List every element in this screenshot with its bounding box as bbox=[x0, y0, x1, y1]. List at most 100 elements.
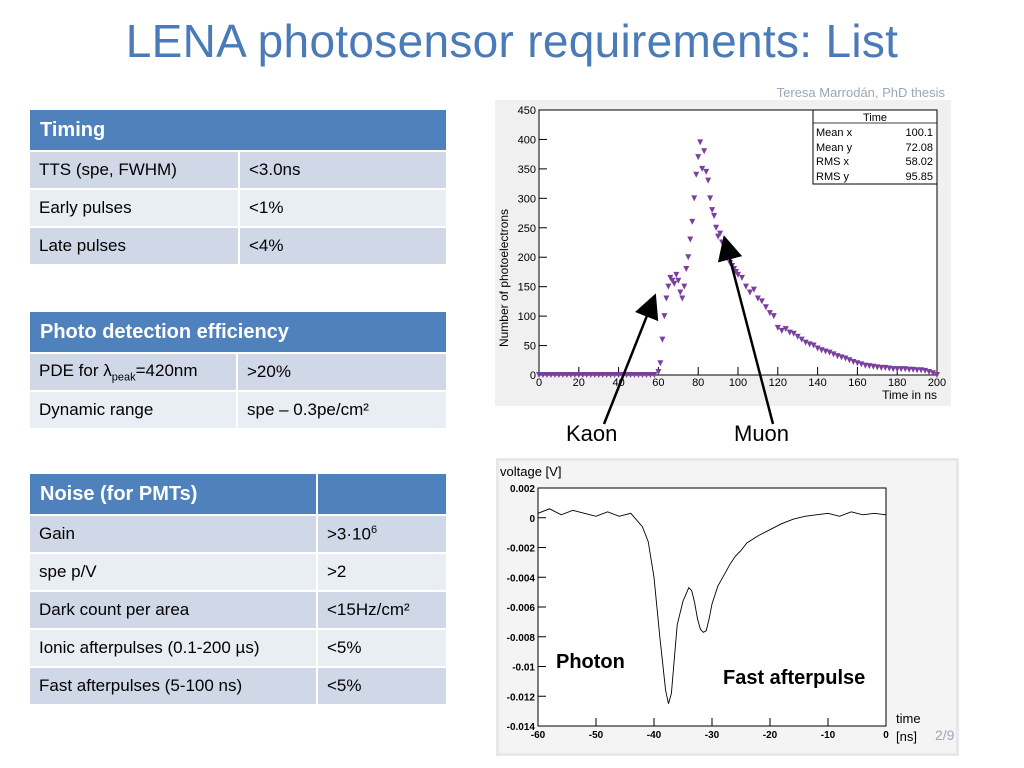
row-label: Ionic afterpulses (0.1-200 µs) bbox=[28, 628, 318, 668]
data-point bbox=[673, 271, 680, 278]
data-point bbox=[691, 195, 698, 202]
data-point bbox=[826, 349, 833, 356]
data-point bbox=[711, 213, 718, 219]
x-tick-label: 180 bbox=[888, 377, 906, 389]
data-point bbox=[651, 372, 658, 378]
stats-value: 100.1 bbox=[905, 127, 933, 139]
page-number: 2/9 bbox=[935, 727, 955, 743]
stats-value: 95.85 bbox=[905, 171, 933, 183]
data-point bbox=[790, 330, 797, 337]
y-tick-label: 50 bbox=[524, 341, 536, 353]
noise-table: Noise (for PMTs) Gain >3·106 spe p/V >2 … bbox=[28, 472, 448, 706]
y-tick-label: 400 bbox=[518, 134, 536, 146]
y-tick-label: -0.01 bbox=[512, 663, 535, 674]
row-label: spe p/V bbox=[28, 552, 318, 592]
row-value: <3.0ns bbox=[238, 150, 448, 190]
row-label: Dark count per area bbox=[28, 590, 318, 630]
data-point bbox=[687, 236, 694, 243]
data-point bbox=[894, 366, 901, 373]
timing-header: Timing bbox=[28, 108, 448, 152]
row-value: <5% bbox=[316, 666, 448, 706]
data-point bbox=[750, 286, 757, 293]
data-point bbox=[798, 336, 805, 343]
y-tick-label: 450 bbox=[518, 105, 536, 117]
y-tick-label: 0.002 bbox=[510, 484, 535, 495]
table-row: Ionic afterpulses (0.1-200 µs) <5% bbox=[28, 628, 448, 668]
y-tick-label: 200 bbox=[518, 252, 536, 264]
row-value: <15Hz/cm² bbox=[316, 590, 448, 630]
pde-header: Photo detection efficiency bbox=[28, 310, 448, 354]
timing-table: Timing TTS (spe, FWHM) <3.0ns Early puls… bbox=[28, 108, 448, 266]
data-point bbox=[717, 230, 724, 237]
y-tick-label: -0.004 bbox=[507, 573, 536, 584]
x-tick-label: -60 bbox=[531, 730, 546, 741]
data-point bbox=[709, 207, 716, 214]
data-point bbox=[846, 357, 853, 364]
x-tick-label: -40 bbox=[647, 730, 662, 741]
data-point bbox=[810, 342, 817, 349]
fast-afterpulse-label: Fast afterpulse bbox=[723, 667, 866, 689]
data-point bbox=[536, 372, 542, 378]
data-point bbox=[738, 274, 745, 281]
data-point bbox=[742, 283, 749, 290]
table-row: Late pulses <4% bbox=[28, 226, 448, 266]
x-tick-label: 20 bbox=[573, 377, 585, 389]
row-label: Gain bbox=[28, 514, 318, 554]
row-label: Early pulses bbox=[28, 188, 240, 228]
data-point bbox=[898, 366, 905, 373]
y-tick-label: 0 bbox=[530, 370, 536, 382]
x-tick-label: -50 bbox=[589, 730, 604, 741]
stats-label: Mean x bbox=[816, 127, 853, 139]
x-tick-label: 80 bbox=[692, 377, 704, 389]
data-point bbox=[571, 372, 578, 378]
data-point bbox=[699, 165, 706, 172]
data-point bbox=[599, 372, 606, 378]
stats-value: 58.02 bbox=[905, 156, 933, 168]
data-point bbox=[647, 372, 654, 378]
y-tick-label: 350 bbox=[518, 164, 536, 176]
stats-label: Mean y bbox=[816, 142, 853, 154]
row-value: >3·106 bbox=[316, 514, 448, 554]
row-label: Dynamic range bbox=[28, 390, 238, 430]
x-tick-label: 60 bbox=[652, 377, 664, 389]
data-point bbox=[814, 345, 821, 352]
row-label: Late pulses bbox=[28, 226, 240, 266]
data-point bbox=[659, 336, 666, 343]
x-tick-label: 160 bbox=[848, 377, 866, 389]
data-point bbox=[762, 304, 769, 311]
data-point bbox=[555, 372, 562, 378]
noise-header-empty bbox=[316, 472, 448, 516]
row-value: >20% bbox=[236, 352, 448, 392]
row-value: spe – 0.3pe/cm² bbox=[236, 390, 448, 430]
table-row: spe p/V >2 bbox=[28, 552, 448, 592]
data-point bbox=[583, 372, 590, 378]
data-point bbox=[643, 372, 650, 378]
table-row: TTS (spe, FWHM) <3.0ns bbox=[28, 150, 448, 190]
stats-label: RMS x bbox=[816, 156, 850, 168]
data-point bbox=[735, 271, 741, 278]
y-axis-label: Number of photoelectrons bbox=[497, 209, 511, 347]
data-point bbox=[689, 218, 696, 225]
data-point bbox=[705, 177, 712, 184]
photon-label: Photon bbox=[556, 651, 625, 673]
data-point bbox=[707, 195, 714, 202]
row-label: Fast afterpulses (5-100 ns) bbox=[28, 666, 318, 706]
data-point bbox=[551, 372, 558, 378]
data-point bbox=[693, 171, 700, 178]
data-point bbox=[547, 372, 554, 378]
kaon-label: Kaon bbox=[566, 421, 618, 446]
svg-text:time: time bbox=[896, 711, 921, 726]
data-point bbox=[746, 289, 753, 296]
muon-label: Muon bbox=[734, 421, 790, 446]
data-point bbox=[774, 324, 781, 331]
stats-box: Time Mean x 100.1 Mean y 72.08 RMS x 58.… bbox=[812, 109, 938, 185]
data-point bbox=[713, 224, 720, 231]
data-point bbox=[559, 372, 566, 378]
stats-label: RMS y bbox=[816, 171, 850, 183]
table-row: Fast afterpulses (5-100 ns) <5% bbox=[28, 666, 448, 706]
data-point bbox=[671, 280, 678, 287]
kaon-arrow bbox=[602, 293, 659, 425]
data-point bbox=[563, 372, 570, 378]
row-value: <5% bbox=[316, 628, 448, 668]
row-label: TTS (spe, FWHM) bbox=[28, 150, 240, 190]
